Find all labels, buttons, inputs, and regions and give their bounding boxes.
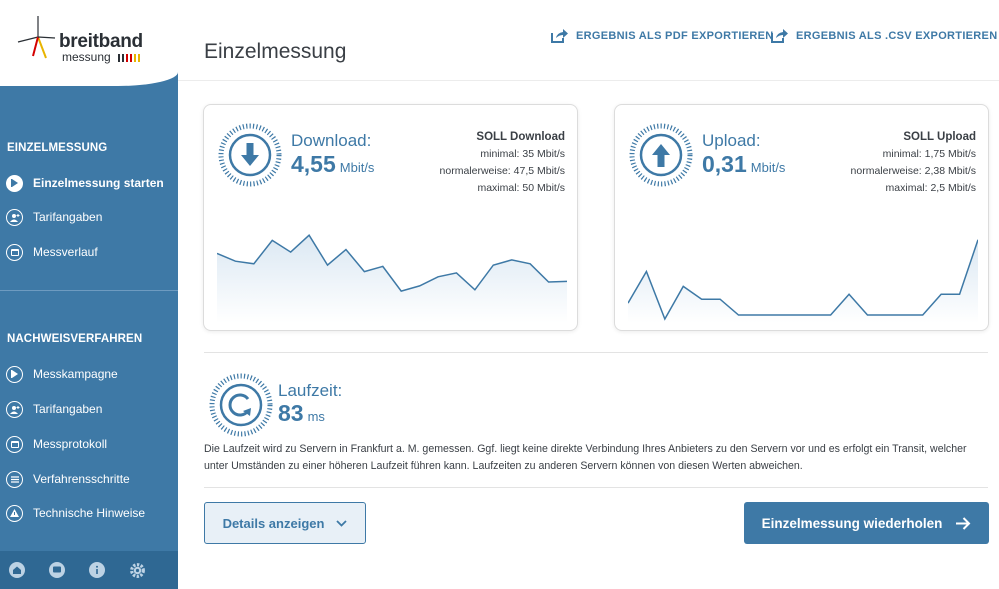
- warning-icon: [6, 504, 23, 522]
- nav-item-verfahrensschritte[interactable]: Verfahrensschritte: [6, 468, 176, 490]
- download-soll-title: SOLL Download: [476, 131, 565, 143]
- nav-item-label: Technische Hinweise: [33, 506, 146, 520]
- play-icon: [6, 365, 23, 383]
- logo-mark-icon: [17, 16, 56, 59]
- section-divider: [204, 487, 988, 488]
- page-title: Einzelmessung: [204, 40, 347, 63]
- latency-description: Die Laufzeit wird zu Servern in Frankfur…: [204, 443, 967, 472]
- download-chart-line: [217, 234, 567, 292]
- repeat-button-label: Einzelmessung wiederholen: [761, 515, 943, 531]
- upload-unit: Mbit/s: [750, 160, 786, 175]
- download-soll: SOLL Download minimal: 35 Mbit/s normale…: [440, 129, 565, 197]
- header-divider: [178, 80, 999, 81]
- download-soll-normal: normalerweise: 47,5 Mbit/s: [439, 165, 565, 177]
- logo-wordmark-top: breitband: [59, 31, 143, 52]
- export-csv-label: ERGEBNIS ALS .CSV EXPORTIEREN: [796, 30, 998, 42]
- latency-value-row: 83 ms: [278, 400, 325, 427]
- repeat-measurement-button[interactable]: Einzelmessung wiederholen: [744, 502, 989, 544]
- download-value: 4,55: [291, 151, 336, 177]
- nav-item-label: Messkampagne: [33, 367, 118, 381]
- upload-soll: SOLL Upload minimal: 1,75 Mbit/s normale…: [851, 129, 976, 197]
- gear-icon[interactable]: [128, 561, 146, 579]
- nav-item-einzelmessung-starten[interactable]: Einzelmessung starten: [6, 172, 176, 194]
- logo-wordmark-bottom: messung: [62, 50, 111, 64]
- nav-item-label: Verfahrensschritte: [33, 472, 130, 486]
- user-plus-icon: [6, 400, 23, 418]
- logo[interactable]: breitband messung: [0, 0, 178, 86]
- export-csv-link[interactable]: ERGEBNIS ALS .CSV EXPORTIEREN: [770, 28, 997, 44]
- user-plus-icon: [6, 208, 23, 226]
- play-icon: [6, 174, 23, 192]
- latency-value: 83: [278, 400, 304, 426]
- upload-gauge-icon: [629, 123, 693, 187]
- nav-item-label: Tarifangaben: [33, 210, 103, 224]
- chevron-down-icon: [336, 519, 348, 527]
- upload-chart: [628, 239, 978, 323]
- upload-soll-title: SOLL Upload: [903, 131, 976, 143]
- latency-unit: ms: [307, 409, 325, 424]
- download-gauge-icon: [218, 123, 282, 187]
- sidebar-footer: [0, 551, 178, 589]
- upload-soll-min: minimal: 1,75 Mbit/s: [882, 148, 976, 160]
- upload-soll-max: maximal: 2,5 Mbit/s: [885, 182, 976, 194]
- nav-item-label: Messverlauf: [33, 245, 98, 259]
- section-divider: [204, 352, 988, 353]
- list-icon: [6, 470, 23, 488]
- nav-item-messverlauf[interactable]: Messverlauf: [6, 241, 176, 263]
- download-soll-max: maximal: 50 Mbit/s: [477, 182, 565, 194]
- details-button-label: Details anzeigen: [222, 515, 325, 531]
- logo-bars-icon: [118, 53, 140, 62]
- nav-item-tarifangaben-nachweis[interactable]: Tarifangaben: [6, 398, 176, 420]
- nav-item-messkampagne[interactable]: Messkampagne: [6, 363, 176, 385]
- export-pdf-link[interactable]: ERGEBNIS ALS PDF EXPORTIEREN: [550, 28, 773, 44]
- home-icon[interactable]: [8, 561, 26, 579]
- latency-gauge-icon: [209, 373, 273, 437]
- export-icon: [551, 29, 568, 43]
- upload-card: Upload: 0,31 Mbit/s SOLL Upload minimal: …: [614, 104, 989, 331]
- nav-section-einzelmessung: EINZELMESSUNG: [7, 142, 108, 154]
- upload-label: Upload:: [702, 131, 761, 150]
- calendar-icon: [6, 243, 23, 261]
- upload-chart-line: [628, 239, 978, 321]
- nav-item-label: Tarifangaben: [33, 402, 103, 416]
- download-soll-min: minimal: 35 Mbit/s: [480, 148, 565, 160]
- nav-section-nachweisverfahren: NACHWEISVERFAHREN: [7, 333, 143, 345]
- nav-item-messprotokoll[interactable]: Messprotokoll: [6, 433, 176, 455]
- nav-item-tarifangaben[interactable]: Tarifangaben: [6, 206, 176, 228]
- calendar-icon: [6, 435, 23, 453]
- download-value-row: 4,55 Mbit/s: [291, 151, 374, 178]
- download-label: Download:: [291, 131, 372, 150]
- arrow-right-icon: [956, 516, 971, 530]
- nav-item-technische-hinweise[interactable]: Technische Hinweise: [6, 502, 176, 524]
- info-icon[interactable]: [88, 561, 106, 579]
- latency-label: Laufzeit:: [278, 381, 343, 400]
- nav-item-label: Messprotokoll: [33, 437, 108, 451]
- nav-item-label: Einzelmessung starten: [33, 176, 164, 190]
- export-icon: [771, 29, 788, 43]
- upload-value: 0,31: [702, 151, 747, 177]
- nav-divider: [0, 290, 178, 291]
- upload-chart-area: [628, 239, 978, 323]
- upload-soll-normal: normalerweise: 2,38 Mbit/s: [850, 165, 976, 177]
- chat-icon[interactable]: [48, 561, 66, 579]
- download-chart: [217, 234, 567, 323]
- download-unit: Mbit/s: [339, 160, 375, 175]
- details-button[interactable]: Details anzeigen: [204, 502, 366, 544]
- export-pdf-label: ERGEBNIS ALS PDF EXPORTIEREN: [576, 30, 774, 42]
- upload-value-row: 0,31 Mbit/s: [702, 151, 785, 178]
- sidebar: breitband messung EINZELMESSUNG Einzelme…: [0, 0, 178, 589]
- download-card: Download: 4,55 Mbit/s SOLL Download minim…: [203, 104, 578, 331]
